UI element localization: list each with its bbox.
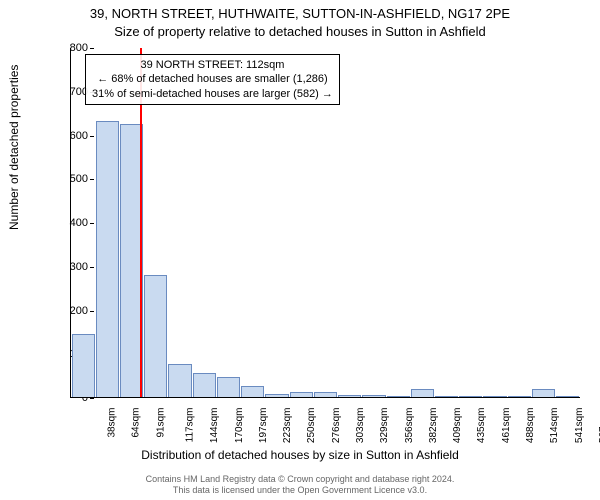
x-tick: 541sqm	[574, 408, 585, 444]
annotation-box: 39 NORTH STREET: 112sqm ← 68% of detache…	[85, 54, 340, 105]
x-tick: 488sqm	[525, 408, 536, 444]
histogram-bar	[168, 364, 191, 397]
histogram-bar	[72, 334, 95, 397]
x-tick: 144sqm	[209, 408, 220, 444]
annotation-line-1: 39 NORTH STREET: 112sqm	[92, 58, 333, 72]
histogram-bar	[556, 396, 579, 397]
x-tick: 38sqm	[107, 408, 118, 438]
x-tick: 91sqm	[155, 408, 166, 438]
histogram-bar	[144, 275, 167, 398]
histogram-bar	[362, 395, 385, 397]
histogram-bar	[241, 386, 264, 397]
histogram-bar	[483, 396, 506, 397]
histogram-bar	[217, 377, 240, 397]
x-tick: 461sqm	[501, 408, 512, 444]
x-tick: 223sqm	[282, 408, 293, 444]
histogram-bar	[338, 395, 361, 397]
x-tick: 329sqm	[379, 408, 390, 444]
x-tick: 356sqm	[404, 408, 415, 444]
x-tick: 409sqm	[452, 408, 463, 444]
title-subtitle: Size of property relative to detached ho…	[0, 24, 600, 39]
footer-attribution: Contains HM Land Registry data © Crown c…	[0, 474, 600, 496]
histogram-bar	[435, 396, 458, 397]
x-tick: 170sqm	[234, 408, 245, 444]
histogram-bar	[314, 392, 337, 397]
histogram-bar	[96, 121, 119, 397]
x-tick: 435sqm	[477, 408, 488, 444]
histogram-bar	[532, 389, 555, 397]
title-address: 39, NORTH STREET, HUTHWAITE, SUTTON-IN-A…	[0, 6, 600, 21]
x-tick: 197sqm	[258, 408, 269, 444]
chart-container: 39, NORTH STREET, HUTHWAITE, SUTTON-IN-A…	[0, 0, 600, 500]
x-tick: 382sqm	[428, 408, 439, 444]
x-tick: 303sqm	[355, 408, 366, 444]
x-axis-label: Distribution of detached houses by size …	[0, 448, 600, 462]
x-tick: 64sqm	[131, 408, 142, 438]
footer-line-1: Contains HM Land Registry data © Crown c…	[0, 474, 600, 485]
histogram-bar	[387, 396, 410, 397]
histogram-bar	[508, 396, 531, 397]
y-axis-label: Number of detached properties	[7, 65, 21, 230]
x-tick: 514sqm	[549, 408, 560, 444]
histogram-bar	[459, 396, 482, 397]
annotation-line-2: ← 68% of detached houses are smaller (1,…	[92, 72, 333, 86]
annotation-line-3: 31% of semi-detached houses are larger (…	[92, 87, 333, 101]
footer-line-2: This data is licensed under the Open Gov…	[0, 485, 600, 496]
x-tick: 250sqm	[307, 408, 318, 444]
x-tick: 276sqm	[331, 408, 342, 444]
histogram-bar	[265, 394, 288, 398]
histogram-bar	[193, 373, 216, 397]
x-tick: 117sqm	[184, 408, 195, 443]
histogram-bar	[290, 392, 313, 397]
histogram-bar	[411, 389, 434, 397]
